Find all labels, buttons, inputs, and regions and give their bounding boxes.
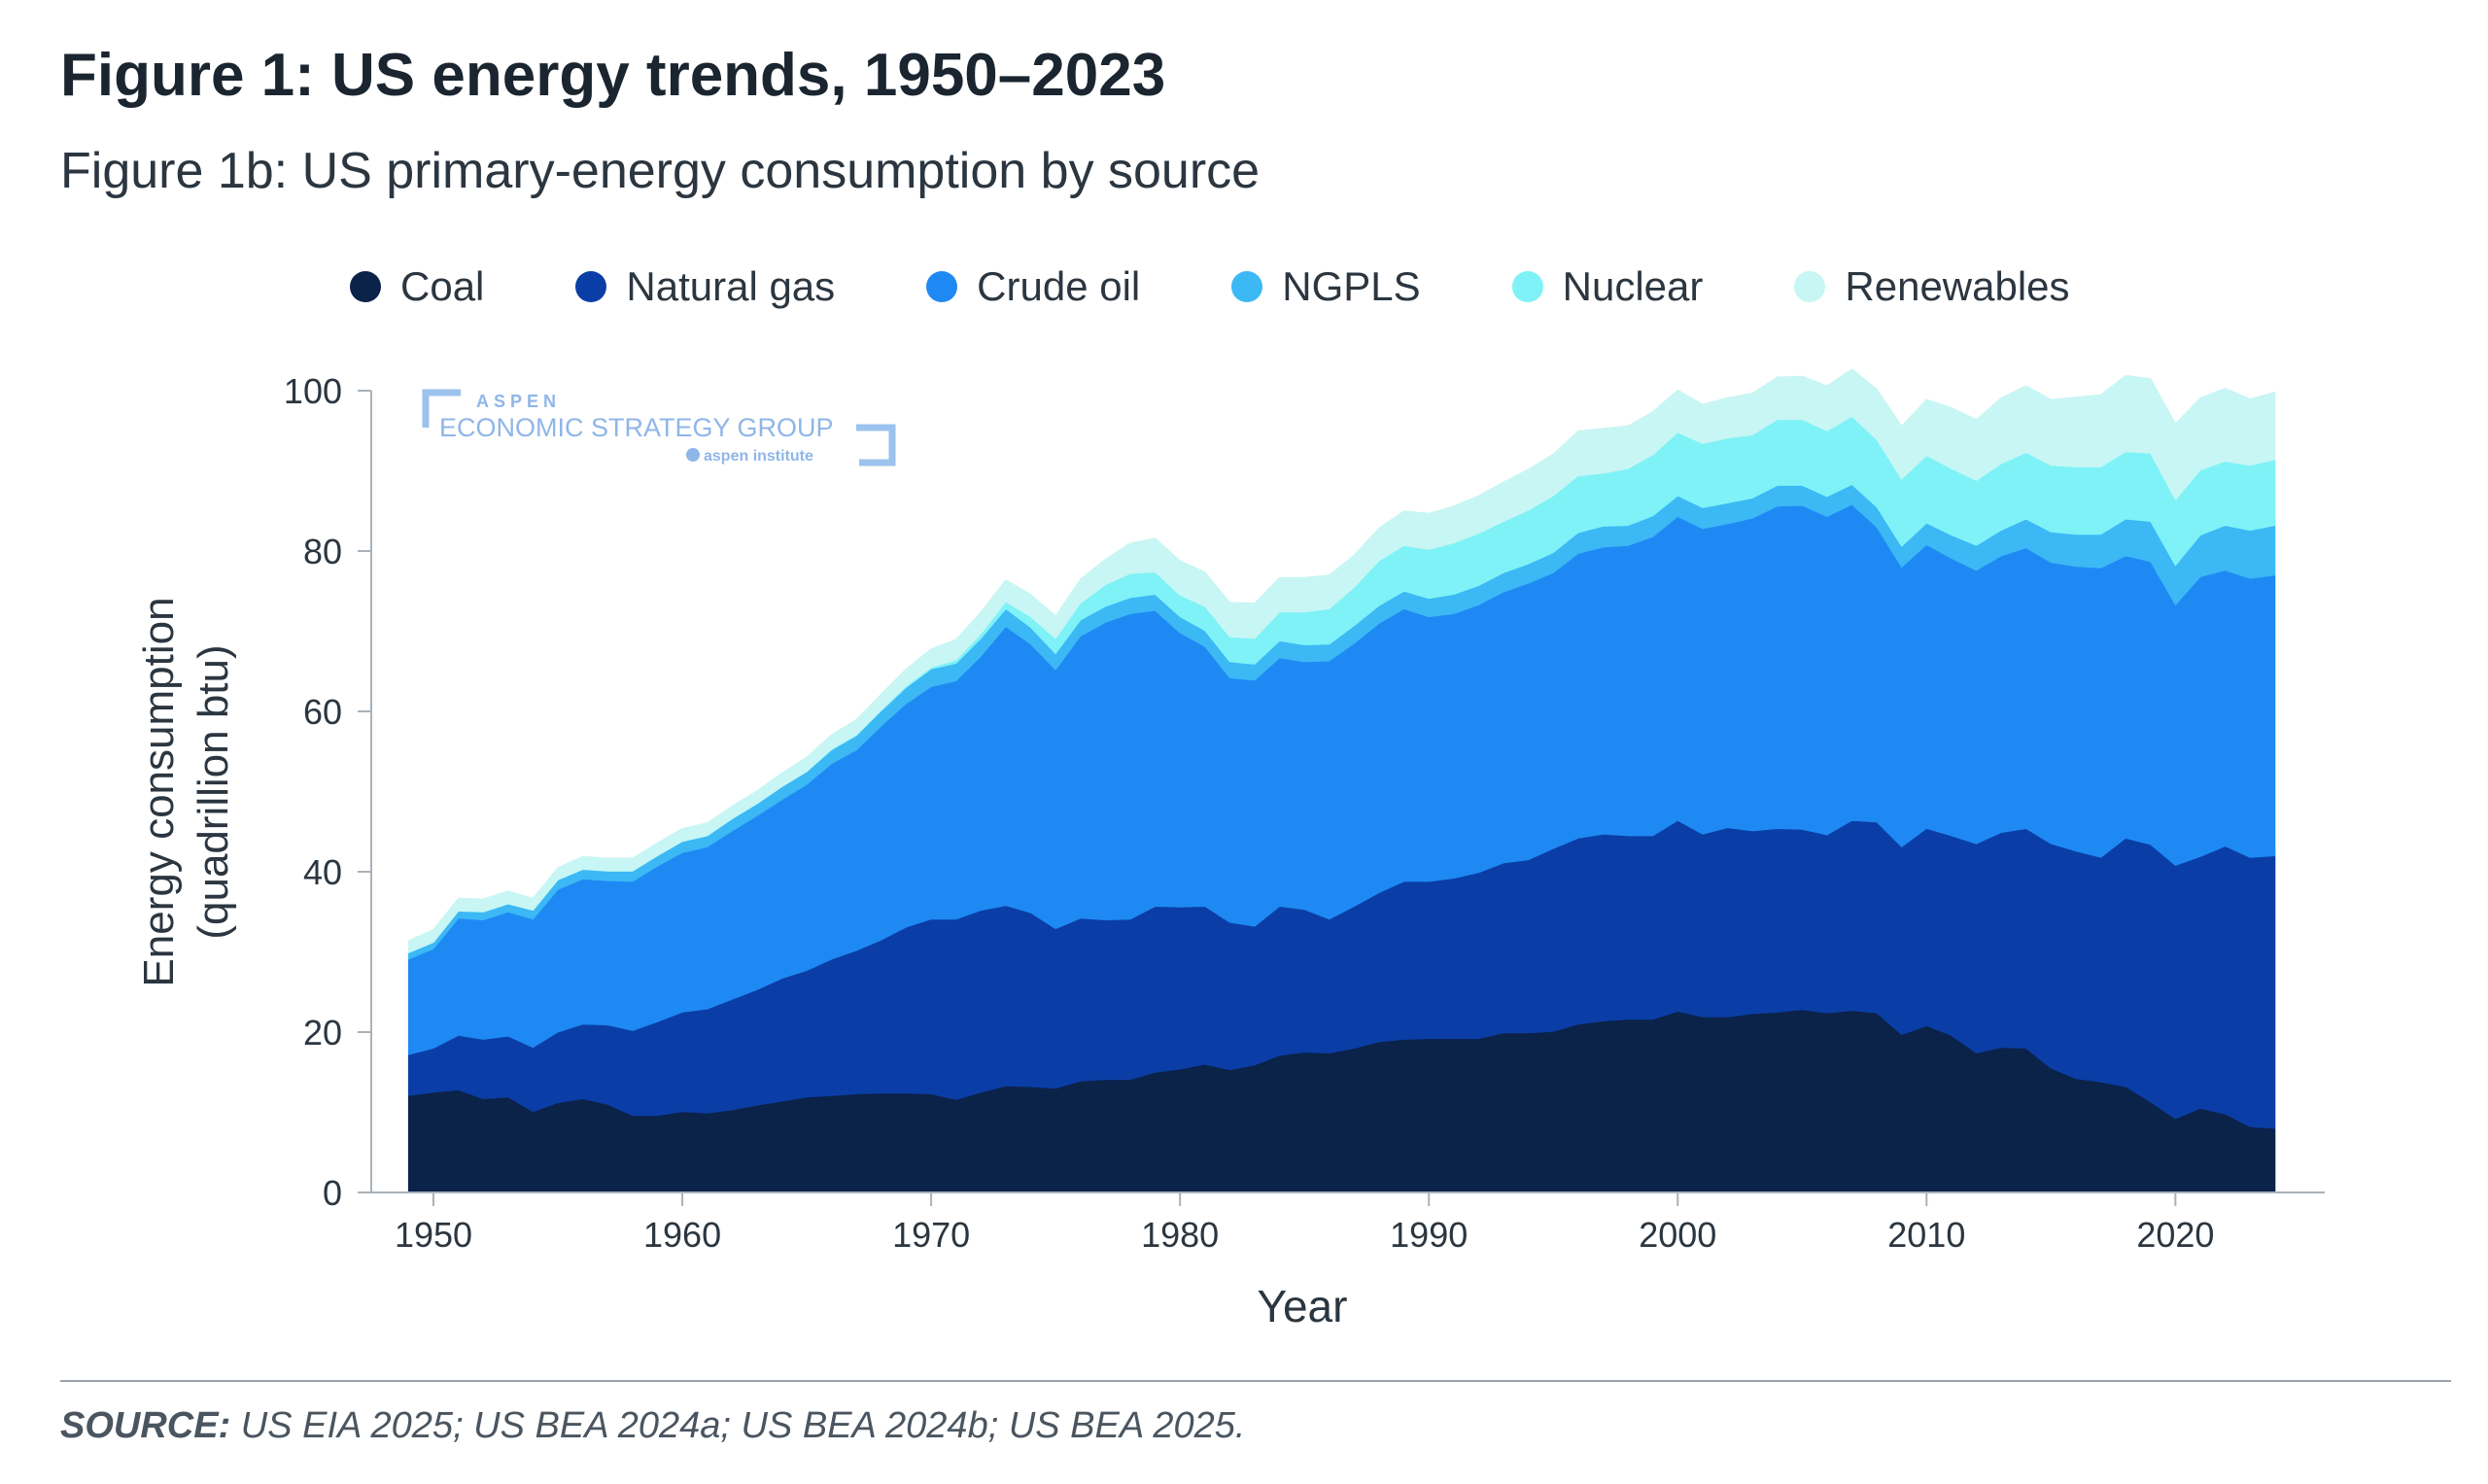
watermark-line3: aspen institute (704, 448, 813, 465)
watermark-leaf-icon (686, 448, 700, 462)
legend-swatch (1231, 271, 1263, 302)
legend-swatch (1794, 271, 1826, 302)
legend-label: Renewables (1845, 263, 2070, 309)
legend-label: NGPLS (1282, 263, 1421, 309)
chart-canvas: ASPEN ECONOMIC STRATEGY GROUP aspen inst… (135, 368, 2325, 1331)
x-tick-label: 1980 (1141, 1215, 1219, 1255)
chart-axes: 0 20 40 60 80 100 1950 1960 1970 1980 1990 2000 2010… (284, 371, 2325, 1255)
x-tick-label: 1970 (892, 1215, 970, 1255)
legend-swatch (926, 271, 958, 302)
legend-item-coal: Coal (350, 263, 484, 310)
y-tick-label: 60 (303, 692, 342, 732)
footer-divider (60, 1380, 2451, 1382)
legend-swatch (350, 271, 381, 302)
legend-label: Nuclear (1562, 263, 1704, 309)
legend-swatch (575, 271, 607, 302)
legend-item-natural-gas: Natural gas (575, 263, 835, 310)
y-tick-label: 80 (303, 532, 342, 571)
x-tick-label: 2000 (1639, 1215, 1716, 1255)
y-tick-label: 20 (303, 1013, 342, 1053)
legend-item-nuclear: Nuclear (1511, 263, 1704, 310)
watermark-bracket-top-left (422, 389, 461, 428)
legend-label: Natural gas (626, 263, 836, 309)
legend-item-crude-oil: Crude oil (926, 263, 1140, 310)
source-note: SOURCE: US EIA 2025; US BEA 2024a; US BE… (60, 1405, 1245, 1447)
source-text: US EIA 2025; US BEA 2024a; US BEA 2024b;… (230, 1405, 1246, 1446)
x-tick-label: 2010 (1887, 1215, 1965, 1255)
stacked-areas (407, 368, 2276, 1193)
y-axis-label-line2: (quadrillion btu) (190, 644, 237, 939)
watermark-line2: ECONOMIC STRATEGY GROUP (439, 413, 834, 442)
x-tick-label: 2020 (2136, 1215, 2214, 1255)
legend-label: Coal (400, 263, 485, 309)
x-axis-label: Year (1258, 1281, 1348, 1331)
source-label: SOURCE: (60, 1405, 231, 1446)
aspen-esg-watermark-logo: ASPEN ECONOMIC STRATEGY GROUP aspen inst… (422, 389, 896, 466)
y-axis-label-line1: Energy consumption (135, 597, 183, 986)
legend-swatch (1511, 271, 1543, 302)
watermark-bracket-bottom-right (856, 424, 896, 466)
legend-item-renewables: Renewables (1794, 263, 2070, 310)
y-tick-label: 0 (323, 1173, 342, 1213)
x-tick-label: 1990 (1390, 1215, 1468, 1255)
figure-title: Figure 1: US energy trends, 1950–2023 (60, 42, 1166, 109)
legend-item-ngpls: NGPLS (1231, 263, 1421, 310)
y-tick-label: 40 (303, 852, 342, 892)
x-tick-label: 1950 (395, 1215, 472, 1255)
y-tick-label: 100 (284, 371, 342, 411)
legend-label: Crude oil (977, 263, 1141, 309)
chart-legend: Coal Natural gas Crude oil NGPLS Nuclear Rene… (350, 253, 2161, 321)
x-tick-label: 1960 (643, 1215, 721, 1255)
figure-subtitle: Figure 1b: US primary-energy consumption… (60, 143, 1261, 199)
watermark-line1: ASPEN (476, 392, 561, 411)
area-renewables (407, 368, 2276, 954)
